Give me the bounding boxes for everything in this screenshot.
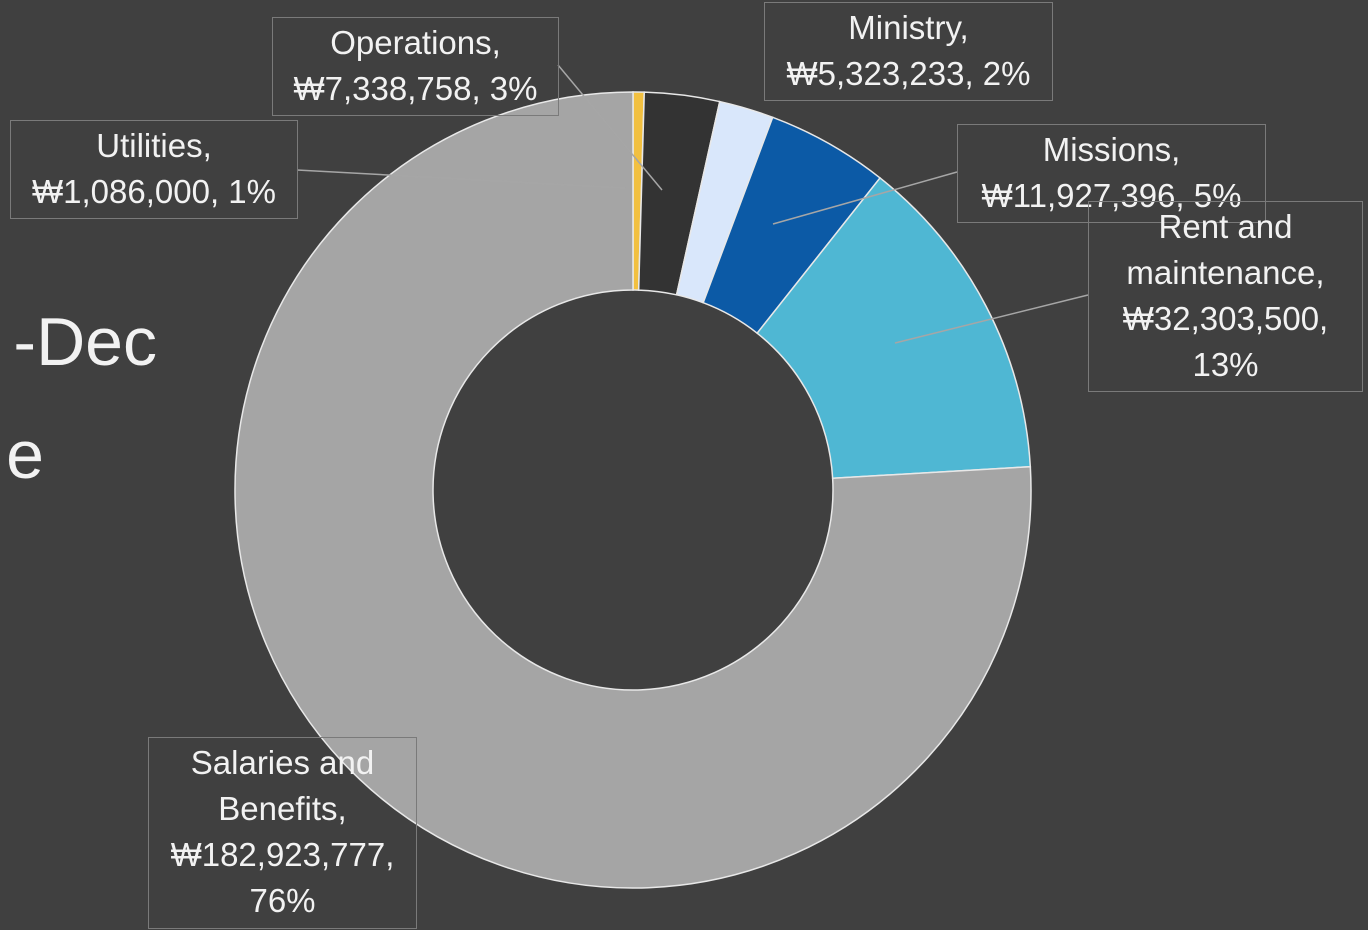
data-label: Rent and maintenance, ₩32,303,500, 13%: [1088, 201, 1363, 392]
data-label: Operations, ₩7,338,758, 3%: [272, 17, 559, 116]
data-label: Utilities, ₩1,086,000, 1%: [10, 120, 298, 219]
data-label: Salaries and Benefits, ₩182,923,777, 76%: [148, 737, 417, 929]
slide-title: -Dec: [13, 304, 157, 380]
leader-line: [296, 169, 626, 189]
leader-line: [772, 171, 958, 225]
donut-slice: [234, 91, 1032, 889]
data-label: Ministry, ₩5,323,233, 2%: [764, 2, 1053, 101]
data-label: Missions, ₩11,927,396, 5%: [957, 124, 1266, 223]
leader-line: [557, 64, 663, 191]
leader-line: [894, 294, 1089, 344]
leader-lines: [296, 64, 1089, 344]
donut-slice: [756, 176, 1032, 480]
slide-title: e: [6, 417, 44, 493]
donut: [234, 91, 1032, 889]
